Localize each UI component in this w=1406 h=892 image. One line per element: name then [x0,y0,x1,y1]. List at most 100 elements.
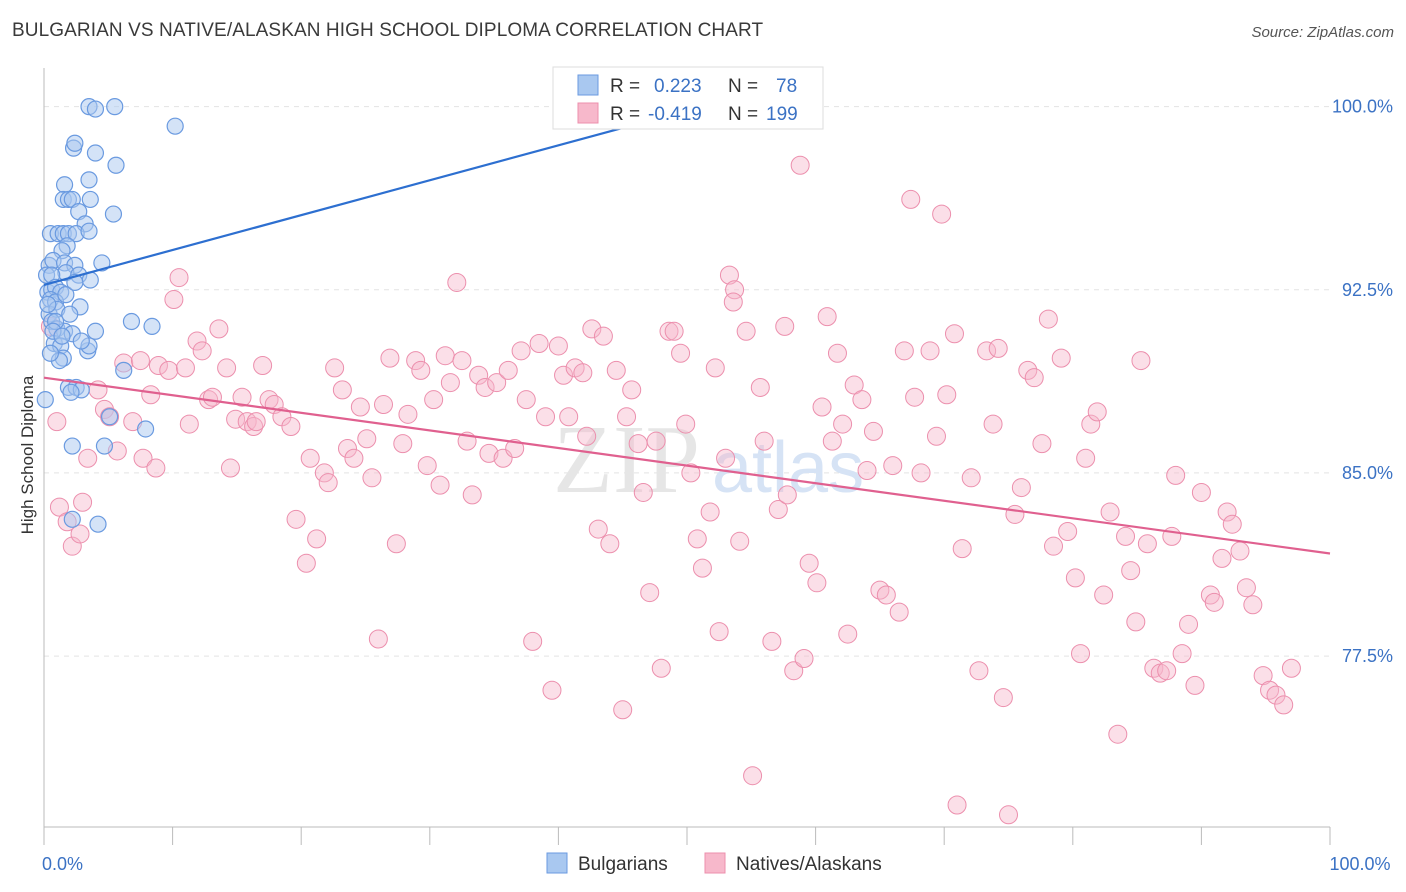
natives-point-47 [325,358,345,378]
natives-point-62 [417,456,437,476]
natives-point-119 [750,377,770,397]
natives-point-120 [754,431,774,451]
natives-point-153 [952,539,972,559]
natives-point-202 [1266,685,1286,705]
natives-point-24 [187,331,207,351]
natives-point-59 [398,404,418,424]
natives-point-44 [307,529,327,549]
watermark: ZIP atlas [553,406,864,514]
bulgarians-point-44 [61,305,79,323]
natives-point-82 [536,407,556,427]
natives-point-17 [146,458,166,478]
natives-point-137 [852,390,872,410]
natives-point-109 [692,558,712,578]
natives-point-70 [462,485,482,505]
natives-point-190 [1185,675,1205,695]
y-tick-label-3: 100.0% [1332,97,1393,117]
bulgarians-point-66 [63,510,81,528]
natives-point-4 [62,536,82,556]
watermark-atlas: atlas [712,428,864,508]
natives-point-166 [1038,309,1058,329]
natives-point-141 [876,585,896,605]
bulgarians-point-13 [81,190,99,209]
natives-trend-line [43,376,1331,555]
natives-point-96 [617,407,637,427]
bulgarians-point-77 [72,332,90,350]
bulgarians-point-64 [63,437,81,455]
natives-point-201 [1260,680,1280,700]
natives-point-80 [523,631,543,651]
natives-point-159 [993,688,1013,708]
natives-point-197 [1230,541,1250,561]
y-tick-label-2: 92.5% [1342,280,1393,300]
natives-point-42 [296,553,316,573]
natives-point-46 [318,473,338,493]
natives-point-53 [362,468,382,488]
natives-point-128 [799,553,819,573]
legend-label-natives: Natives/Alaskans [736,854,882,875]
natives-point-16 [141,385,161,405]
bulgarians-point-8 [80,171,98,189]
natives-point-83 [542,680,562,700]
natives-point-93 [600,534,620,554]
bulgarians-point-71 [39,295,57,314]
natives-point-19 [159,360,179,380]
natives-point-84 [548,336,568,356]
natives-point-94 [606,360,626,380]
natives-point-79 [516,390,536,410]
natives-point-121 [762,631,782,651]
natives-point-54 [368,629,388,649]
natives-point-99 [633,482,653,502]
bulgarians-point-29 [93,254,111,272]
natives-point-89 [577,426,597,446]
natives-point-65 [435,346,455,366]
natives-point-173 [1081,414,1101,434]
bulgarians-point-15 [104,205,123,223]
natives-point-115 [725,280,745,300]
natives-point-5 [70,524,90,544]
natives-point-177 [1108,724,1128,744]
natives-point-123 [775,316,795,336]
natives-point-78 [511,341,531,361]
natives-point-108 [687,529,707,549]
natives-point-164 [1024,368,1044,388]
legend-swatch-natives-bottom [704,852,726,874]
bulgarians-point-69 [57,286,75,304]
bulgarians-point-48 [143,317,161,336]
natives-point-21 [169,268,189,288]
bulgarians-point-61 [36,391,54,409]
natives-point-1 [47,412,67,432]
natives-point-63 [424,390,444,410]
natives-point-194 [1212,548,1232,568]
bulgarians-point-9 [55,176,74,194]
natives-point-122 [768,500,788,520]
grid-lines [44,106,1330,657]
natives-point-203 [1274,695,1294,715]
y-axis-title: High School Diploma [18,375,37,534]
legend-swatch-bulgarians [577,74,599,96]
natives-point-77 [505,439,525,458]
natives-point-51 [350,397,370,417]
natives-point-27 [202,387,222,407]
x-tick-labels: 0.0% 100.0% [42,854,1391,874]
bulgarians-points [36,98,184,533]
natives-point-156 [977,341,997,361]
natives-point-149 [926,426,946,446]
natives-point-174 [1087,402,1107,422]
natives-point-98 [628,434,648,454]
natives-point-95 [613,700,633,720]
natives-point-142 [883,456,903,476]
natives-point-179 [1121,561,1141,581]
natives-point-68 [452,351,472,371]
natives-point-2 [49,497,69,517]
natives-point-35 [246,412,266,432]
natives-point-125 [784,661,804,681]
bulgarians-point-7 [107,156,125,174]
bulgarians-point-67 [89,515,107,533]
natives-point-146 [905,387,925,407]
natives-point-14 [130,351,150,371]
bulgarians-point-75 [41,344,60,362]
natives-point-72 [475,377,495,397]
natives-point-155 [969,661,989,681]
natives-point-170 [1065,568,1085,588]
